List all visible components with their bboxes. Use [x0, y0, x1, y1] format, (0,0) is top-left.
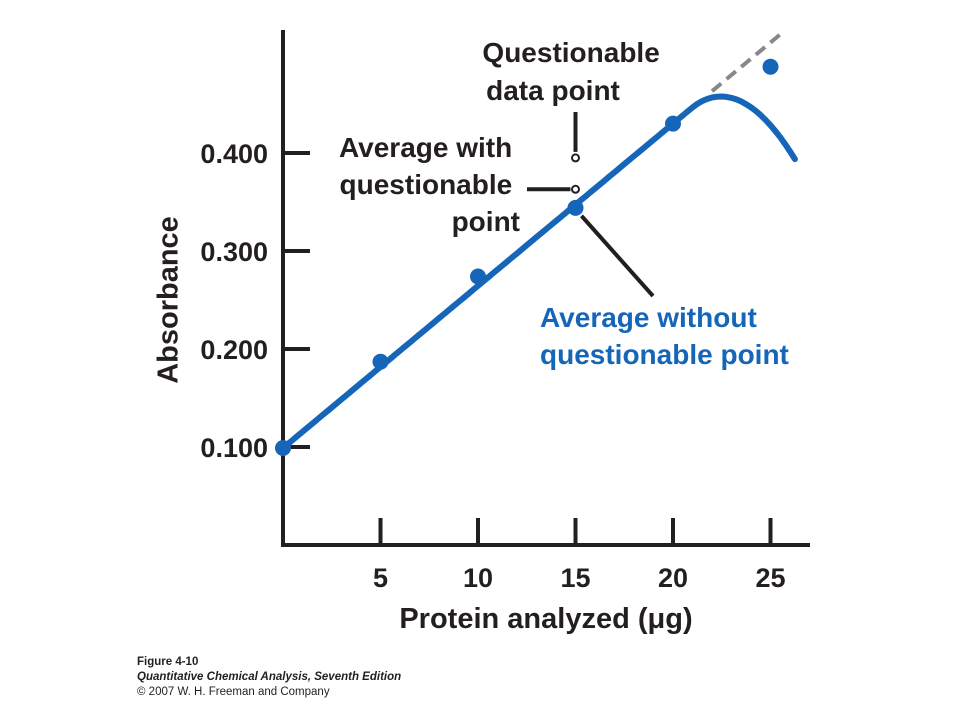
average-with-label-line-3: point: [452, 206, 520, 237]
y-tick-label: 0.100: [200, 433, 268, 463]
figure-caption: Figure 4-10 Quantitative Chemical Analys…: [137, 655, 401, 700]
data-point: [275, 439, 291, 456]
y-axis-title: Absorbance: [153, 216, 185, 384]
questionable-label-line-1: Questionable: [482, 37, 659, 68]
average-with-label: Average with questionable point: [339, 132, 520, 237]
average-without-label: Average without questionable point: [540, 302, 789, 370]
annotations: Questionable data point Average with que…: [339, 37, 789, 370]
y-tick-label: 0.200: [200, 335, 268, 365]
y-tick-label: 0.400: [200, 139, 268, 169]
data-point: [762, 58, 779, 75]
questionable-label-line-2: data point: [486, 75, 620, 106]
x-tick-label: 15: [560, 563, 590, 593]
data-point: [665, 115, 681, 132]
series: [275, 29, 798, 456]
average-without-label-line-2: questionable point: [540, 339, 789, 370]
data-point: [470, 268, 486, 285]
calibration-curve: [280, 93, 798, 451]
average-with-label-line-2: questionable: [340, 169, 513, 200]
average-with-label-line-1: Average with: [339, 132, 512, 163]
questionable-label: Questionable data point: [482, 37, 667, 106]
questionable-point-marker: [571, 153, 580, 163]
figure-number: Figure 4-10: [137, 656, 199, 668]
x-tick-label: 5: [373, 563, 388, 593]
calibration-chart: 5 10 15 20 25 0.100 0.200 0.300 0.400 Absorbance…: [153, 29, 810, 635]
x-tick-label: 20: [658, 563, 688, 593]
average-without-leader-line: [580, 214, 655, 298]
data-point: [567, 199, 584, 216]
book-title: Quantitative Chemical Analysis, Seventh …: [137, 671, 402, 683]
linear-extrapolation-line: [710, 29, 786, 93]
data-point: [372, 353, 389, 370]
copyright: © 2007 W. H. Freeman and Company: [137, 686, 330, 698]
ticks: 5 10 15 20 25 0.100 0.200 0.300 0.400: [200, 139, 785, 593]
y-tick-label: 0.300: [200, 237, 268, 267]
average-with-marker: [571, 184, 580, 194]
x-tick-label: 10: [463, 563, 493, 593]
x-tick-label: 25: [755, 563, 785, 593]
average-without-label-line-1: Average without: [540, 302, 757, 333]
x-axis-title: Protein analyzed (μg): [399, 603, 692, 635]
axes: [281, 30, 810, 547]
